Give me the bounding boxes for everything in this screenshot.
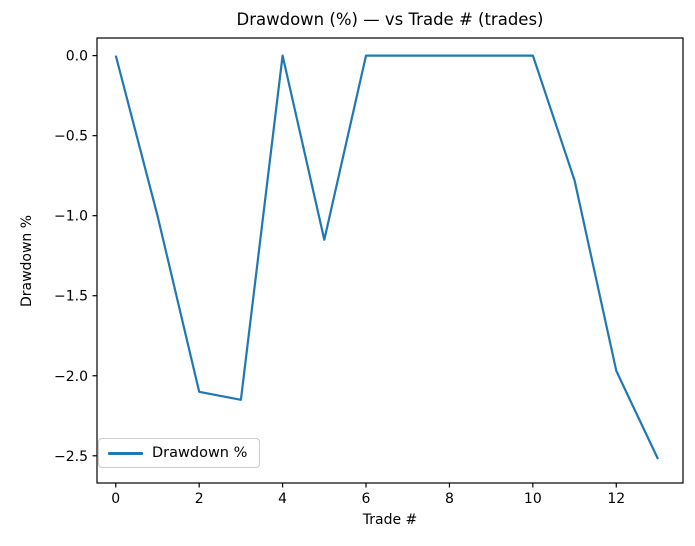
axes-frame [96,37,684,484]
y-tick-label: 0.0 [66,49,88,65]
legend-line-icon [108,451,143,455]
y-tick-label: −1.0 [54,209,88,225]
x-tick-label: 10 [524,491,542,507]
x-tick-label: 2 [195,491,204,507]
x-tick-label: 0 [111,491,120,507]
x-tick-label: 12 [607,491,625,507]
x-axis-label: Trade # [362,512,418,528]
y-tick-label: −1.5 [54,289,88,305]
x-tick-label: 6 [362,491,371,507]
y-tick-label: −2.5 [54,449,88,465]
x-tick-label: 4 [278,491,287,507]
x-tick-label: 8 [445,491,454,507]
legend: Drawdown % [98,438,261,468]
chart-title: Drawdown (%) — vs Trade # (trades) [236,10,544,29]
y-tick-label: −2.0 [54,369,88,385]
y-axis-label: Drawdown % [19,214,35,308]
legend-label: Drawdown % [152,445,248,461]
drawdown-line [114,54,659,460]
y-tick-label: −0.5 [54,129,88,145]
